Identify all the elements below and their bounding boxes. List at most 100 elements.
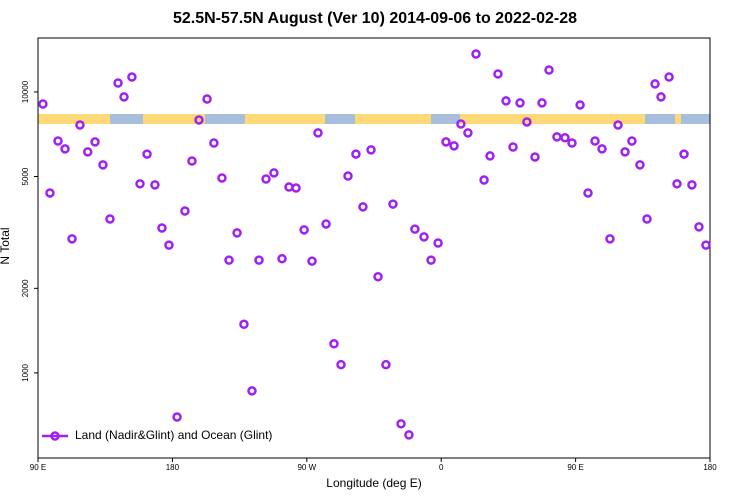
data-point bbox=[119, 92, 129, 102]
data-point bbox=[180, 206, 190, 216]
data-point bbox=[426, 255, 436, 265]
data-point bbox=[135, 179, 145, 189]
data-point bbox=[277, 253, 287, 264]
x-tick-label: 0 bbox=[439, 463, 444, 472]
data-point bbox=[471, 49, 481, 59]
data-point bbox=[567, 138, 577, 148]
data-point bbox=[419, 232, 429, 242]
data-point bbox=[351, 149, 361, 159]
data-point bbox=[635, 160, 645, 170]
data-point bbox=[247, 386, 257, 396]
data-point bbox=[522, 117, 532, 127]
data-point bbox=[627, 136, 637, 146]
data-point bbox=[358, 202, 368, 212]
data-point bbox=[620, 147, 630, 157]
y-tick-label: 5000 bbox=[21, 167, 30, 185]
data-point bbox=[82, 147, 93, 157]
data-point bbox=[463, 128, 473, 138]
data-point bbox=[366, 145, 376, 155]
data-point bbox=[575, 100, 585, 110]
data-point bbox=[217, 173, 227, 183]
data-point bbox=[60, 144, 70, 154]
data-point bbox=[67, 234, 77, 244]
data-point bbox=[381, 359, 391, 370]
data-point bbox=[537, 98, 547, 108]
data-point bbox=[269, 168, 279, 178]
data-point bbox=[441, 137, 451, 147]
data-point bbox=[98, 160, 108, 170]
data-point bbox=[307, 256, 317, 266]
data-point bbox=[313, 128, 323, 138]
land-band bbox=[460, 114, 645, 124]
data-point bbox=[113, 78, 123, 88]
data-point bbox=[597, 144, 607, 154]
data-point bbox=[254, 255, 264, 265]
data-point bbox=[544, 65, 554, 75]
data-point bbox=[501, 96, 511, 106]
data-point bbox=[224, 255, 234, 265]
land-band bbox=[143, 114, 205, 124]
data-point bbox=[530, 152, 540, 162]
data-point bbox=[560, 133, 570, 143]
x-tick-label: 180 bbox=[703, 463, 717, 472]
data-point bbox=[694, 222, 704, 232]
land-band bbox=[38, 114, 110, 124]
data-point bbox=[127, 72, 137, 82]
data-point bbox=[157, 223, 167, 233]
data-point bbox=[321, 219, 331, 229]
land-ocean-strip bbox=[38, 114, 710, 124]
data-point bbox=[90, 137, 100, 147]
data-point bbox=[232, 228, 242, 238]
data-point bbox=[642, 214, 652, 224]
data-point bbox=[656, 92, 666, 102]
data-point bbox=[650, 79, 660, 89]
legend-label: Land (Nadir&Glint) and Ocean (Glint) bbox=[75, 428, 272, 442]
data-point bbox=[45, 188, 55, 198]
data-point bbox=[388, 199, 398, 209]
data-point bbox=[433, 238, 443, 248]
data-point bbox=[172, 412, 182, 422]
data-point bbox=[410, 224, 420, 234]
data-point bbox=[583, 188, 593, 198]
legend-marker bbox=[50, 431, 60, 441]
chart-title: 52.5N-57.5N August (Ver 10) 2014-09-06 t… bbox=[173, 10, 577, 27]
data-point bbox=[701, 240, 711, 250]
y-tick-label: 10000 bbox=[21, 80, 30, 103]
data-point bbox=[493, 69, 503, 79]
data-point bbox=[202, 94, 212, 104]
data-point bbox=[485, 151, 495, 161]
data-point bbox=[479, 175, 489, 185]
y-axis-label: N Total bbox=[0, 227, 12, 264]
data-point bbox=[164, 240, 174, 250]
data-point bbox=[261, 174, 271, 184]
data-point bbox=[508, 142, 518, 152]
data-point bbox=[449, 141, 459, 151]
land-band bbox=[245, 114, 325, 124]
data-point bbox=[336, 359, 346, 370]
data-point bbox=[150, 180, 160, 190]
data-point bbox=[396, 419, 406, 429]
x-axis-label: Longitude (deg E) bbox=[326, 476, 421, 490]
data-point bbox=[53, 136, 63, 146]
x-tick-label: 90 W bbox=[297, 463, 316, 472]
y-tick-label: 2000 bbox=[21, 279, 30, 297]
data-point bbox=[613, 120, 623, 130]
x-tick-label: 180 bbox=[166, 463, 180, 472]
y-tick-label: 1000 bbox=[21, 363, 30, 381]
data-point bbox=[672, 179, 682, 189]
data-point bbox=[239, 319, 249, 330]
data-point bbox=[373, 271, 383, 282]
data-point bbox=[404, 430, 414, 440]
data-point bbox=[687, 180, 697, 190]
x-tick-label: 90 E bbox=[567, 463, 583, 472]
data-point bbox=[105, 214, 115, 224]
data-point bbox=[664, 72, 674, 82]
land-band bbox=[675, 114, 681, 124]
data-point bbox=[679, 149, 689, 159]
land-band bbox=[355, 114, 431, 124]
data-point bbox=[515, 98, 525, 108]
data-point bbox=[343, 171, 353, 181]
data-point bbox=[142, 149, 152, 159]
